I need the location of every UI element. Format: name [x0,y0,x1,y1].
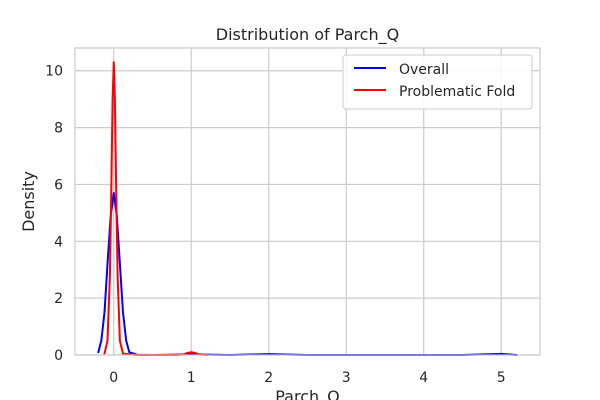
series-line-problematic-fold [103,61,208,356]
y-tick-label: 2 [54,291,63,307]
legend-label-problematic-fold: Problematic Fold [399,84,515,100]
x-tick-label: 4 [419,370,428,386]
x-tick-label: 0 [109,370,118,386]
x-tick-label: 3 [342,370,351,386]
y-tick-label: 6 [54,177,63,193]
grid-lines [75,48,540,356]
y-axis-label: Density [19,171,38,232]
x-tick-label: 2 [264,370,273,386]
legend: Overall Problematic Fold [342,54,533,110]
legend-label-overall: Overall [399,62,449,78]
y-tick-label: 4 [54,234,63,250]
y-tick-label: 8 [54,121,63,137]
x-tick-label: 5 [497,370,506,386]
x-tick-labels: 0 1 2 3 4 5 [109,370,505,386]
y-tick-label: 10 [45,64,63,80]
chart-title: Distribution of Parch_Q [216,25,399,45]
y-tick-label: 0 [54,348,63,364]
x-tick-label: 1 [187,370,196,386]
y-tick-labels: 0 2 4 6 8 10 [45,64,63,364]
plot-frame [74,47,541,356]
legend-box [342,54,533,110]
x-axis-label: Parch_Q [275,387,340,400]
